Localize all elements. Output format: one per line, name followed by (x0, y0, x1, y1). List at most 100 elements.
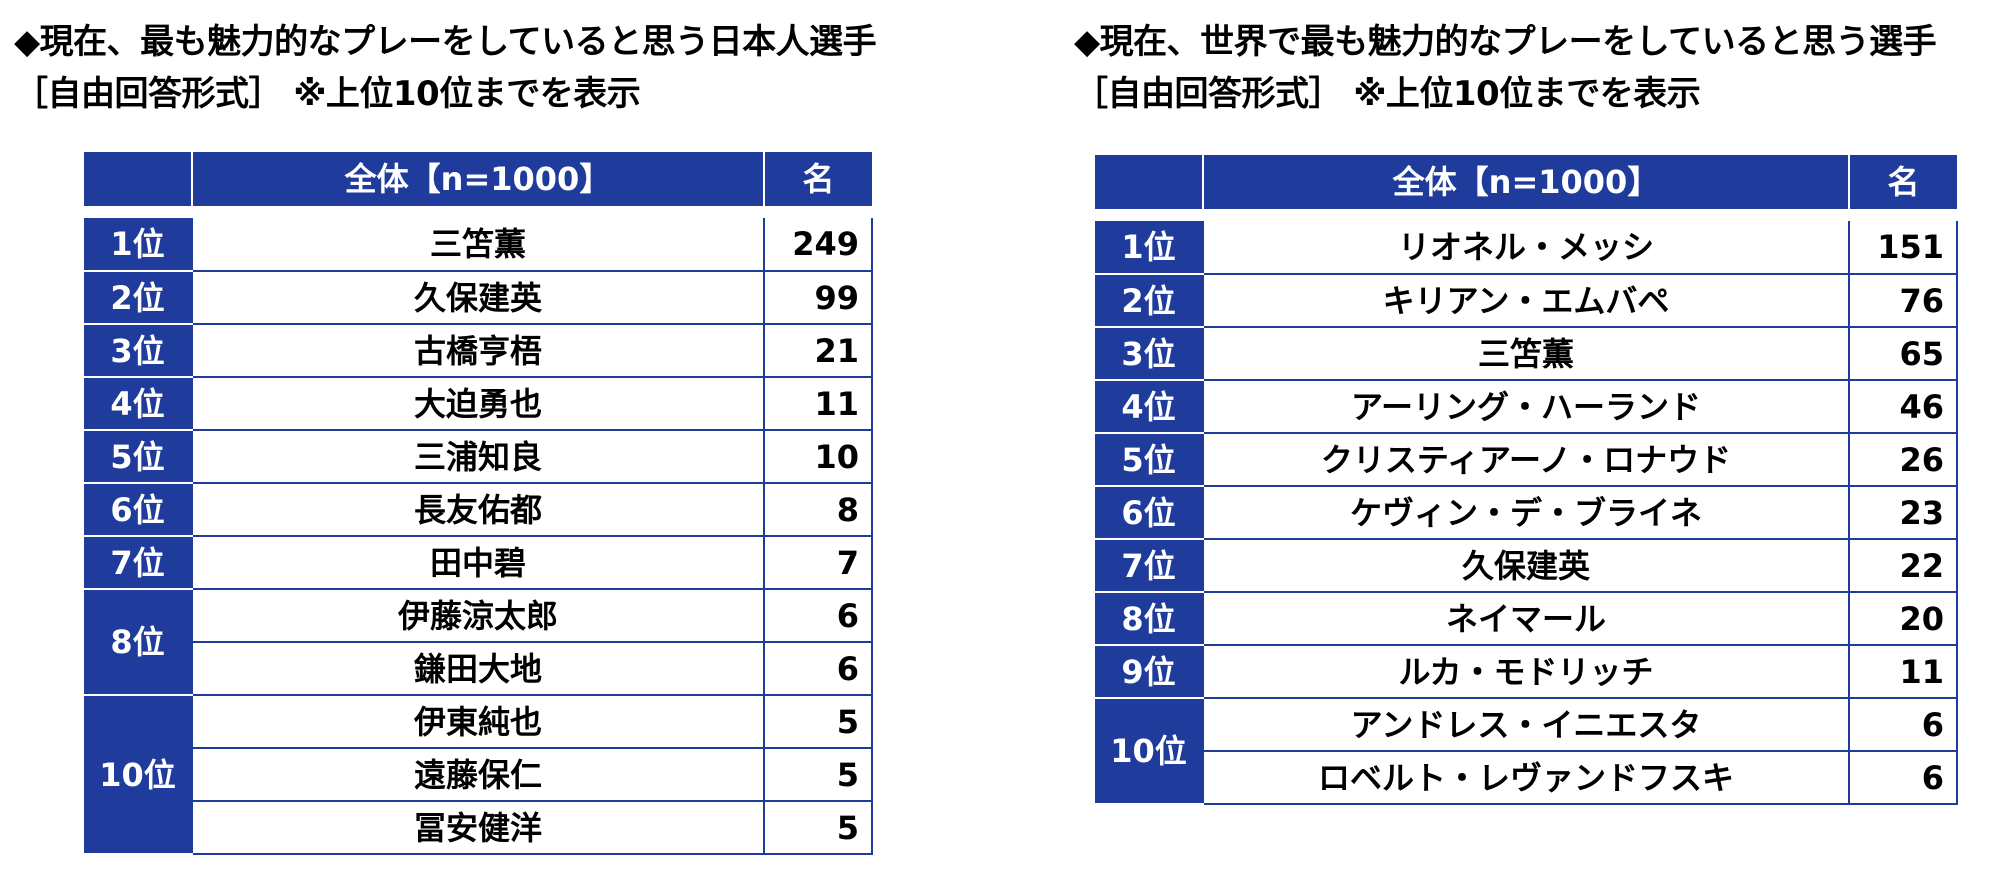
player-name-cell: アンドレス・イニエスタ (1202, 698, 1849, 752)
panel-title: ◆現在、最も魅力的なプレーをしていると思う日本人選手 (14, 22, 877, 62)
table-row: 9位 ルカ・モドリッチ 11 (1095, 645, 1958, 699)
count-cell: 23 (1848, 486, 1958, 540)
ranking-table: 全体【n=1000】 名 1位 三笘薫 249 2位 久保建英 99 3位 古橋亨梧 21 4位大… (84, 152, 873, 855)
table-row: 6位 長友佑都 8 (84, 483, 873, 537)
table-row: 3位 三笘薫 65 (1095, 327, 1958, 381)
player-name-cell: 三笘薫 (191, 218, 764, 272)
player-name-cell: ケヴィン・デ・ブライネ (1202, 486, 1849, 540)
table-row: 2位 キリアン・エムバペ 76 (1095, 274, 1958, 328)
count-cell: 46 (1848, 380, 1958, 434)
table-header-row: 全体【n=1000】 名 (84, 152, 872, 206)
count-cell: 65 (1848, 327, 1958, 381)
header-rank (84, 152, 193, 206)
rank-cell: 8位 (84, 589, 192, 696)
rank-cell: 7位 (84, 536, 192, 590)
player-name-cell: 長友佑都 (191, 483, 764, 537)
count-cell: 5 (763, 695, 873, 749)
count-cell: 26 (1848, 433, 1958, 487)
count-cell: 99 (763, 271, 873, 325)
table-row: 5位 三浦知良 10 (84, 430, 873, 484)
rank-cell: 1位 (1095, 221, 1203, 275)
player-name-cell: 冨安健洋 (191, 801, 764, 855)
table-row: 8位 ネイマール 20 (1095, 592, 1958, 646)
table-row: 7位 田中碧 7 (84, 536, 873, 590)
player-name-cell: 伊東純也 (191, 695, 764, 749)
table-row: 2位 久保建英 99 (84, 271, 873, 325)
table-row: 10位 伊東純也 5 (84, 695, 873, 855)
player-name-cell: 三笘薫 (1202, 327, 1849, 381)
table-row: 1位 三笘薫 249 (84, 218, 873, 272)
panel-title: ◆現在、世界で最も魅力的なプレーをしていると思う選手 (1074, 22, 1937, 62)
rank-cell: 4位 (1095, 380, 1203, 434)
table-body: 1位 リオネル・メッシ 151 2位 キリアン・エムバペ 76 3位 三笘薫 65 4位 アーリング… (1095, 221, 1958, 805)
header-count: 名 (1849, 155, 1957, 209)
count-cell: 22 (1848, 539, 1958, 593)
header-total: 全体【n=1000】 (192, 152, 765, 206)
count-cell: 11 (1848, 645, 1958, 699)
count-cell: 5 (763, 801, 873, 855)
table-row: 4位 大迫勇也 11 (84, 377, 873, 431)
count-cell: 249 (763, 218, 873, 272)
player-name-cell: ロベルト・レヴァンドフスキ (1202, 751, 1849, 805)
header-total: 全体【n=1000】 (1203, 155, 1850, 209)
rank-cell: 3位 (84, 324, 192, 378)
rank-cell: 2位 (84, 271, 192, 325)
ranking-table: 全体【n=1000】 名 1位 リオネル・メッシ 151 2位 キリアン・エムバペ 76 3… (1095, 155, 1958, 805)
table-body: 1位 三笘薫 249 2位 久保建英 99 3位 古橋亨梧 21 4位 大迫勇也 11 5位 三浦知良 10… (84, 218, 873, 855)
player-name-cell: 久保建英 (1202, 539, 1849, 593)
count-cell: 10 (763, 430, 873, 484)
count-cell: 11 (763, 377, 873, 431)
table-row: 4位 アーリング・ハーランド 46 (1095, 380, 1958, 434)
player-name-cell: クリスティアーノ・ロナウド (1202, 433, 1849, 487)
player-name-cell: ルカ・モドリッチ (1202, 645, 1849, 699)
player-name-cell: 伊藤涼太郎 (191, 589, 764, 643)
player-name-cell: 久保建英 (191, 271, 764, 325)
count-cell: 76 (1848, 274, 1958, 328)
count-cell: 6 (763, 642, 873, 696)
player-name-cell: 古橋亨梧 (191, 324, 764, 378)
panel-subtitle: ［自由回答形式］ ※上位10位までを表示 (1074, 74, 1701, 114)
count-cell: 20 (1848, 592, 1958, 646)
table-row: 鎌田大地 6 (84, 642, 873, 696)
player-name-cell: 三浦知良 (191, 430, 764, 484)
table-row: 7位 久保建英 22 (1095, 539, 1958, 593)
count-cell: 5 (763, 748, 873, 802)
count-cell: 21 (763, 324, 873, 378)
count-cell: 7 (763, 536, 873, 590)
header-rank (1095, 155, 1204, 209)
count-cell: 6 (1848, 698, 1958, 752)
player-name-cell: リオネル・メッシ (1202, 221, 1849, 275)
rank-cell: 5位 (1095, 433, 1203, 487)
table-row: 8位 伊藤涼太郎 6 (84, 589, 873, 696)
player-name-cell: 大迫勇也 (191, 377, 764, 431)
player-name-cell: 鎌田大地 (191, 642, 764, 696)
table-row: 10位 アンドレス・イニエスタ 6 (1095, 698, 1958, 805)
table-header-row: 全体【n=1000】 名 (1095, 155, 1957, 209)
rank-cell: 5位 (84, 430, 192, 484)
player-name-cell: 田中碧 (191, 536, 764, 590)
rank-cell: 3位 (1095, 327, 1203, 381)
count-cell: 8 (763, 483, 873, 537)
header-count: 名 (764, 152, 872, 206)
table-row: 遠藤保仁 5 (84, 748, 873, 802)
table-row: 冨安健洋 5 (84, 801, 873, 855)
player-name-cell: 遠藤保仁 (191, 748, 764, 802)
rank-cell: 8位 (1095, 592, 1203, 646)
count-cell: 6 (763, 589, 873, 643)
rank-cell: 10位 (84, 695, 192, 855)
player-name-cell: キリアン・エムバペ (1202, 274, 1849, 328)
rank-cell: 6位 (1095, 486, 1203, 540)
table-row: ロベルト・レヴァンドフスキ 6 (1095, 751, 1958, 805)
rank-cell: 10位 (1095, 698, 1203, 805)
rank-cell: 7位 (1095, 539, 1203, 593)
count-cell: 151 (1848, 221, 1958, 275)
rank-cell: 9位 (1095, 645, 1203, 699)
player-name-cell: ネイマール (1202, 592, 1849, 646)
count-cell: 6 (1848, 751, 1958, 805)
table-row: 1位 リオネル・メッシ 151 (1095, 221, 1958, 275)
table-row: 5位 クリスティアーノ・ロナウド 26 (1095, 433, 1958, 487)
table-row: 3位 古橋亨梧 21 (84, 324, 873, 378)
panel-subtitle: ［自由回答形式］ ※上位10位までを表示 (14, 74, 641, 114)
rank-cell: 4位 (84, 377, 192, 431)
rank-cell: 2位 (1095, 274, 1203, 328)
